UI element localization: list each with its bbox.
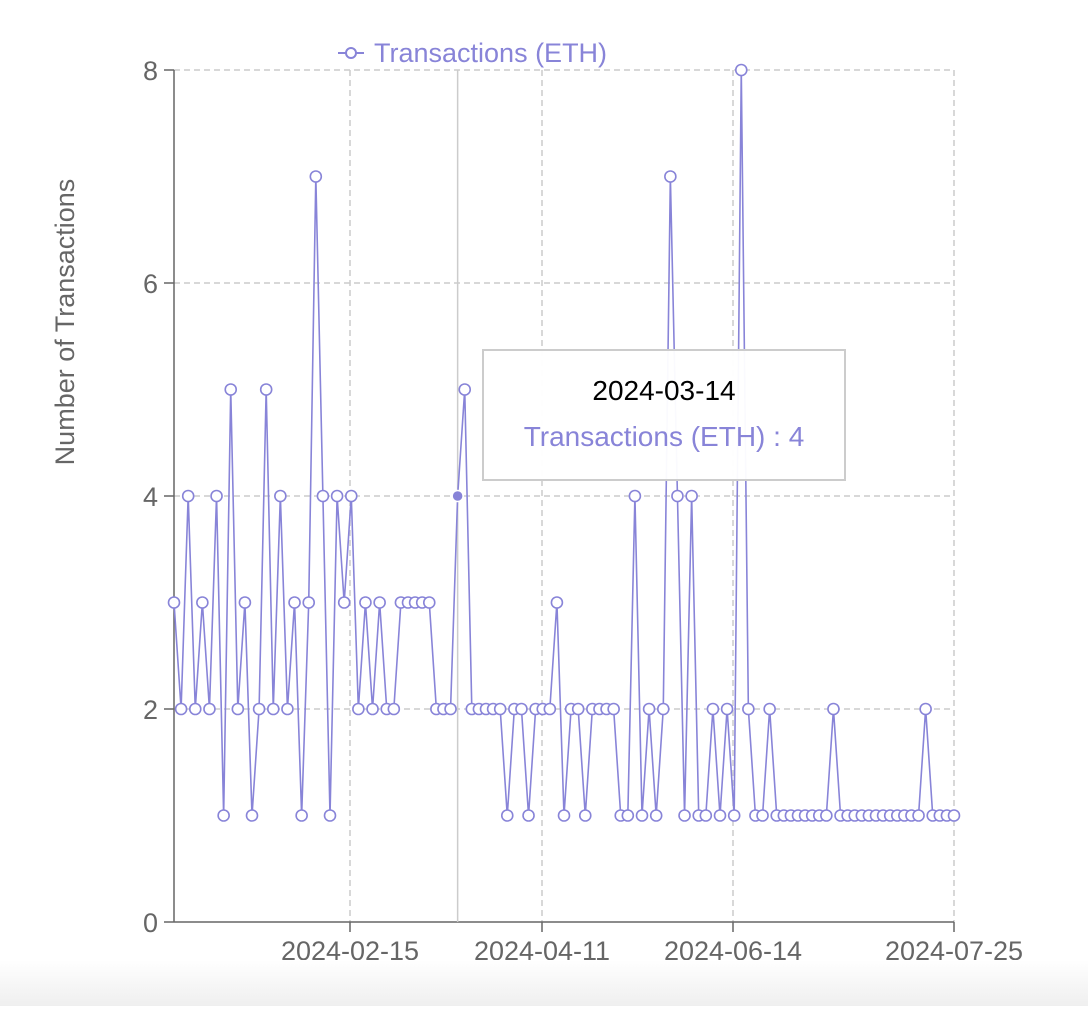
data-point[interactable] bbox=[302, 596, 316, 609]
data-point[interactable] bbox=[947, 809, 961, 822]
data-point[interactable] bbox=[919, 702, 932, 716]
data-point[interactable] bbox=[550, 596, 564, 609]
data-point[interactable] bbox=[685, 489, 698, 503]
data-point[interactable] bbox=[671, 489, 684, 503]
data-point[interactable] bbox=[742, 702, 755, 716]
data-point[interactable] bbox=[706, 702, 720, 716]
data-point[interactable] bbox=[252, 702, 266, 716]
tooltip: 2024-03-14 Transactions (ETH) : 4 bbox=[482, 349, 846, 481]
data-point[interactable] bbox=[295, 809, 308, 822]
data-point[interactable] bbox=[763, 702, 776, 716]
data-point[interactable] bbox=[678, 809, 691, 822]
data-point[interactable] bbox=[174, 702, 188, 716]
legend-label: Transactions (ETH) bbox=[374, 38, 607, 68]
data-point[interactable] bbox=[458, 383, 472, 396]
data-point[interactable] bbox=[231, 702, 245, 716]
data-point[interactable] bbox=[557, 809, 571, 822]
data-point[interactable] bbox=[422, 596, 436, 609]
data-point[interactable] bbox=[373, 596, 386, 609]
data-point[interactable] bbox=[444, 702, 457, 716]
legend-dot-icon bbox=[345, 47, 357, 59]
legend[interactable]: Transactions (ETH) bbox=[338, 38, 607, 68]
data-point[interactable] bbox=[628, 489, 642, 503]
data-point[interactable] bbox=[259, 383, 273, 396]
data-point[interactable] bbox=[727, 809, 741, 822]
data-point[interactable] bbox=[181, 489, 195, 503]
data-point[interactable] bbox=[352, 702, 365, 716]
data-point[interactable] bbox=[274, 489, 287, 503]
axes: Number of Transactions Time 024682024-02… bbox=[50, 56, 1023, 996]
y-tick-label: 0 bbox=[143, 908, 158, 938]
data-point[interactable] bbox=[912, 809, 925, 822]
data-point[interactable] bbox=[281, 702, 294, 716]
data-point[interactable] bbox=[316, 489, 330, 503]
data-point[interactable] bbox=[543, 702, 557, 716]
data-point[interactable] bbox=[359, 596, 372, 609]
data-point[interactable] bbox=[515, 702, 528, 716]
y-tick-label: 8 bbox=[143, 56, 158, 86]
data-point[interactable] bbox=[323, 809, 337, 822]
data-point[interactable] bbox=[203, 702, 216, 716]
data-point[interactable] bbox=[210, 489, 223, 503]
y-tick-label: 4 bbox=[143, 482, 158, 512]
data-point[interactable] bbox=[522, 809, 535, 822]
y-tick-label: 6 bbox=[143, 269, 158, 299]
window-bottom-edge bbox=[0, 960, 1088, 1006]
y-axis-title: Number of Transactions bbox=[50, 179, 80, 466]
active-data-point[interactable] bbox=[451, 489, 464, 503]
data-point[interactable] bbox=[635, 809, 649, 822]
data-point[interactable] bbox=[734, 63, 748, 77]
data-point[interactable] bbox=[196, 596, 209, 609]
data-point[interactable] bbox=[820, 809, 833, 822]
data-point[interactable] bbox=[344, 489, 358, 503]
data-point[interactable] bbox=[699, 809, 713, 822]
data-point[interactable] bbox=[756, 809, 769, 822]
data-point[interactable] bbox=[664, 170, 677, 183]
data-point[interactable] bbox=[621, 809, 635, 822]
data-point[interactable] bbox=[245, 809, 259, 822]
data-point[interactable] bbox=[827, 702, 840, 716]
data-point[interactable] bbox=[167, 596, 181, 609]
tooltip-value: Transactions (ETH) : 4 bbox=[523, 421, 805, 452]
y-tick-label: 2 bbox=[143, 695, 158, 725]
data-point[interactable] bbox=[720, 702, 734, 716]
data-point[interactable] bbox=[571, 702, 585, 716]
data-point[interactable] bbox=[309, 170, 323, 183]
data-point[interactable] bbox=[387, 702, 401, 716]
data-point[interactable] bbox=[656, 702, 670, 716]
data-point[interactable] bbox=[238, 596, 252, 609]
series-transactions-eth[interactable] bbox=[167, 63, 961, 822]
data-point[interactable] bbox=[337, 596, 351, 609]
data-point[interactable] bbox=[607, 702, 620, 716]
data-point[interactable] bbox=[188, 702, 202, 716]
data-point[interactable] bbox=[330, 489, 344, 503]
data-point[interactable] bbox=[266, 702, 280, 716]
tooltip-date: 2024-03-14 bbox=[592, 375, 736, 406]
data-point[interactable] bbox=[288, 596, 301, 609]
data-point[interactable] bbox=[578, 809, 592, 822]
data-point[interactable] bbox=[642, 702, 656, 716]
data-point[interactable] bbox=[713, 809, 727, 822]
data-point[interactable] bbox=[649, 809, 663, 822]
data-point[interactable] bbox=[217, 809, 230, 822]
data-point[interactable] bbox=[366, 702, 379, 716]
data-point[interactable] bbox=[224, 383, 238, 396]
data-point[interactable] bbox=[500, 809, 514, 822]
data-point[interactable] bbox=[493, 702, 507, 716]
